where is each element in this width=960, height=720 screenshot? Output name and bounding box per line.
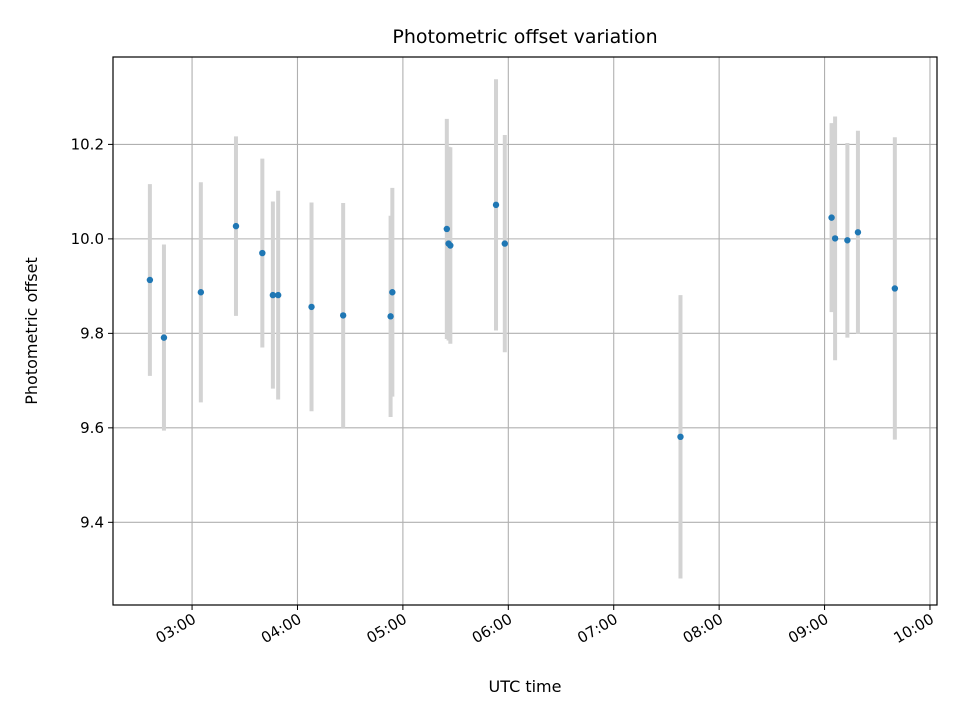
data-points bbox=[146, 201, 899, 441]
y-tick-label: 10.0 bbox=[71, 230, 104, 248]
data-point bbox=[160, 334, 168, 341]
data-point bbox=[269, 291, 277, 299]
chart-title: Photometric offset variation bbox=[392, 26, 657, 48]
plot-frame bbox=[112, 56, 938, 606]
data-point bbox=[339, 312, 347, 319]
y-axis-label: Photometric offset bbox=[22, 257, 41, 405]
y-tick-label: 9.8 bbox=[80, 324, 104, 342]
data-point bbox=[854, 229, 862, 236]
x-axis-label: UTC time bbox=[489, 677, 562, 696]
data-point bbox=[677, 433, 684, 441]
y-axis: 9.4 9.6 9.8 10.0 10.2 bbox=[71, 135, 113, 531]
y-tick-label: 10.2 bbox=[71, 135, 104, 153]
data-point bbox=[259, 249, 266, 257]
data-point bbox=[828, 214, 835, 221]
y-tick-label: 9.4 bbox=[80, 513, 104, 531]
data-point bbox=[197, 289, 205, 296]
data-point bbox=[389, 289, 396, 296]
data-point bbox=[447, 242, 454, 249]
data-point bbox=[443, 225, 451, 233]
data-point bbox=[831, 235, 839, 242]
data-point bbox=[274, 291, 282, 299]
data-point bbox=[308, 303, 315, 311]
data-point bbox=[501, 240, 508, 247]
data-point bbox=[232, 222, 240, 230]
data-point bbox=[891, 285, 899, 292]
data-point bbox=[492, 201, 500, 209]
grid bbox=[113, 57, 937, 605]
data-point bbox=[844, 237, 851, 244]
y-tick-label: 9.6 bbox=[80, 419, 104, 437]
data-point bbox=[387, 313, 394, 320]
data-point bbox=[146, 276, 154, 284]
